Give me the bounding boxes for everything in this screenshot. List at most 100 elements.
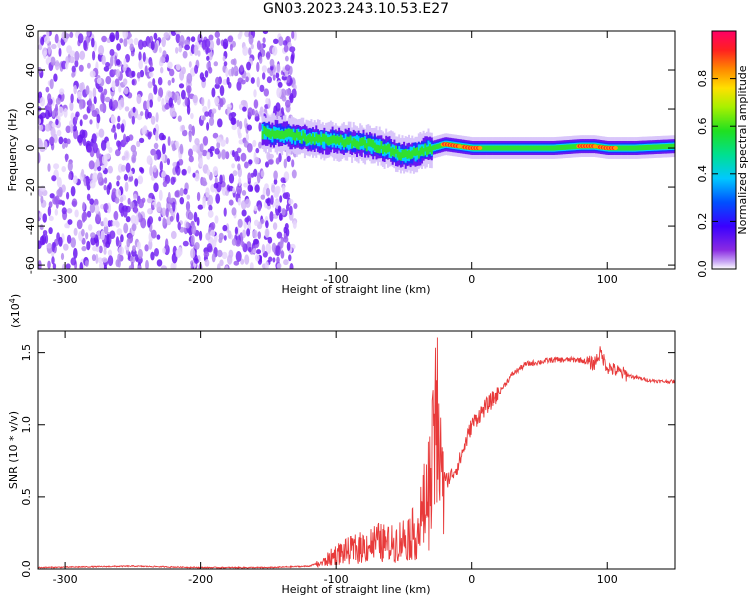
noise-speck [140, 167, 145, 174]
noise-speck [188, 61, 192, 68]
noise-speck [279, 195, 283, 203]
noise-speck [51, 242, 55, 253]
noise-speck [185, 201, 191, 212]
signal-band-4 [432, 145, 435, 151]
noise-speck [257, 204, 262, 212]
noise-speck [79, 50, 86, 60]
noise-speck [81, 245, 87, 252]
noise-speck [219, 98, 224, 108]
noise-speck [128, 265, 133, 269]
noise-speck [167, 91, 173, 98]
noise-speck [49, 193, 55, 199]
noise-speck [237, 163, 241, 171]
noise-speck [43, 140, 48, 151]
signal-band-4 [643, 145, 646, 151]
noise-speck [118, 85, 122, 93]
noise-speck [230, 116, 236, 126]
noise-speck [225, 151, 230, 160]
noise-speck [121, 155, 126, 161]
noise-speck [254, 184, 260, 193]
noise-speck [66, 234, 72, 244]
signal-band-3 [388, 146, 391, 158]
noise-speck [286, 241, 291, 251]
signal-band-4 [434, 144, 436, 150]
signal-band-4 [435, 144, 438, 150]
noise-speck [99, 262, 104, 269]
noise-speck [159, 161, 163, 172]
noise-speck [125, 162, 131, 173]
noise-speck [70, 257, 77, 266]
noise-speck [240, 99, 247, 106]
signal-band-4 [655, 144, 658, 150]
signal-band-4 [395, 145, 397, 154]
signal-band-4 [338, 136, 341, 145]
noise-speck [165, 238, 169, 250]
signal-band-4 [572, 144, 575, 150]
noise-speck [246, 143, 253, 153]
noise-speck [201, 180, 208, 187]
noise-speck [66, 208, 73, 214]
noise-speck [98, 128, 105, 138]
noise-speck [207, 209, 214, 218]
noise-speck [153, 84, 158, 95]
noise-speck [194, 172, 200, 182]
noise-speck [256, 76, 260, 88]
noise-speck [91, 37, 95, 48]
noise-speck [77, 91, 83, 100]
noise-speck [101, 164, 105, 171]
signal-band-4 [354, 139, 357, 148]
signal-band-4 [391, 147, 394, 156]
signal-band-4 [640, 145, 643, 151]
signal-band-4 [546, 145, 549, 151]
signal-band-4 [543, 145, 545, 151]
noise-speck [281, 185, 286, 194]
signal-band-4 [307, 134, 310, 143]
noise-speck [214, 96, 220, 105]
noise-speck [280, 107, 284, 115]
spectrogram-y-label: Frequency (Hz) [6, 109, 19, 192]
signal-band-4 [430, 146, 433, 155]
noise-speck [214, 215, 219, 224]
signal-band-4 [515, 145, 518, 151]
noise-speck [103, 224, 109, 235]
signal-band-4 [382, 145, 384, 154]
noise-speck [150, 40, 155, 51]
noise-speck [45, 86, 50, 93]
noise-speck [73, 247, 78, 259]
noise-speck [97, 172, 103, 183]
noise-speck [69, 31, 74, 38]
noise-speck [123, 133, 127, 144]
signal-band-4 [276, 129, 279, 138]
noise-speck [186, 104, 191, 115]
noise-speck [213, 182, 219, 189]
noise-speck [100, 140, 107, 151]
signal-band-3 [378, 139, 381, 151]
noise-speck [283, 44, 289, 53]
noise-speck [284, 192, 290, 200]
spectrogram-y-ticks: -60 -40 -20 0 20 40 60 [24, 24, 675, 274]
colorbar-tick-label: 0.6 [696, 117, 709, 135]
noise-speck [137, 175, 144, 185]
noise-speck [280, 238, 284, 249]
noise-speck [103, 184, 107, 191]
noise-speck [240, 152, 247, 162]
signal-band-4 [409, 151, 412, 160]
noise-speck [282, 40, 288, 46]
noise-speck [150, 229, 157, 239]
signal-band-4 [341, 137, 344, 146]
signal-band-4 [505, 145, 508, 151]
noise-speck [220, 139, 226, 147]
noise-speck [188, 124, 193, 131]
signal-band-3 [339, 137, 342, 150]
noise-speck [141, 126, 147, 135]
noise-speck [260, 170, 265, 178]
noise-speck [201, 149, 208, 157]
noise-speck [82, 138, 87, 146]
noise-speck [175, 63, 181, 71]
noise-speck [125, 53, 130, 63]
noise-speck [98, 45, 105, 56]
noise-speck [218, 237, 223, 244]
noise-speck [86, 193, 91, 201]
snr-y-multiplier: (x104) [8, 294, 22, 328]
signal-band-4 [663, 144, 666, 150]
